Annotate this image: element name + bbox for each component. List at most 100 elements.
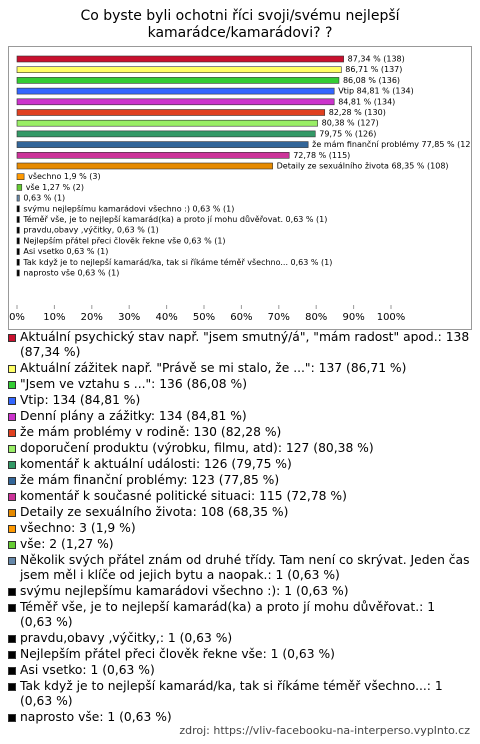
bar xyxy=(16,216,20,223)
bar-label: 79,75 % (126) xyxy=(319,129,376,138)
legend-swatch xyxy=(8,588,16,596)
x-tick-label: 50% xyxy=(193,312,215,323)
x-tick-label: 90% xyxy=(342,312,364,323)
bar-label: Téměř vše, je to nejlepší kamarád(ka) a … xyxy=(22,214,327,224)
bar-label: 84,81 % (134) xyxy=(338,97,395,106)
bar-label: 0,63 % (1) xyxy=(23,194,65,203)
legend-swatch xyxy=(8,477,16,485)
bar xyxy=(16,66,342,74)
bar xyxy=(16,173,25,180)
bar xyxy=(16,77,340,84)
x-tick-label: 0% xyxy=(9,312,25,323)
legend-item: Vtip: 134 (84,81 %) xyxy=(8,393,470,408)
legend-item: Nejlepším přátel přeci člověk řekne vše:… xyxy=(8,647,470,662)
bar xyxy=(16,194,20,202)
legend-swatch xyxy=(8,445,16,453)
legend-swatch xyxy=(8,429,16,437)
chart: 0% 10% 20% 30% 40% 50% 60% 70% 80% 90% 100% 87,34 %… xyxy=(8,46,472,330)
legend-item: Tak když je to nejlepší kamarád/ka, tak … xyxy=(8,679,470,709)
legend-label: svýmu nejlepšímu kamarádovi všechno :): … xyxy=(20,584,349,598)
legend-label: že mám finanční problémy: 123 (77,85 %) xyxy=(20,473,280,487)
bar xyxy=(16,98,335,106)
bar-label: Tak když je to nejlepší kamarád/ka, tak … xyxy=(22,257,332,267)
legend-label: Vtip: 134 (84,81 %) xyxy=(20,393,141,407)
bar-label: Nejlepším přátel přeci člověk řekne vše … xyxy=(23,235,225,245)
bar xyxy=(16,152,290,159)
legend-item: Několik svých přátel znám od druhé třídy… xyxy=(8,553,470,583)
bar xyxy=(16,141,309,148)
legend-swatch xyxy=(8,397,16,405)
legend-label: Aktuální zážitek např. "Právě se mi stal… xyxy=(20,361,407,375)
legend-swatch xyxy=(8,714,16,722)
bar-label: 86,71 % (137) xyxy=(345,65,402,74)
legend-item: Asi vsetko: 1 (0,63 %) xyxy=(8,663,470,678)
bar-label: 72,78 % (115) xyxy=(293,151,350,160)
bar-label: 80,38 % (127) xyxy=(322,119,379,128)
legend-swatch xyxy=(8,461,16,469)
legend-label: doporučení produktu (výrobku, filmu, atd… xyxy=(20,441,374,455)
legend-label: pravdu,obavy ,výčitky,: 1 (0,63 %) xyxy=(20,631,233,645)
source: zdroj: https://vliv-facebooku-na-interpe… xyxy=(179,724,470,737)
legend-item: svýmu nejlepšímu kamarádovi všechno :): … xyxy=(8,584,470,599)
bar xyxy=(16,259,20,266)
bar xyxy=(16,226,20,234)
x-tick-label: 80% xyxy=(305,312,327,323)
legend: Aktuální psychický stav např. "jsem smut… xyxy=(8,330,470,726)
legend-item: Aktuální psychický stav např. "jsem smut… xyxy=(8,330,470,360)
bar-label: svýmu nejlepšímu kamarádovi všechno :) 0… xyxy=(23,203,234,213)
legend-item: všechno: 3 (1,9 %) xyxy=(8,521,470,536)
legend-swatch xyxy=(8,493,16,501)
legend-swatch xyxy=(8,334,16,342)
bar-label: vše 1,27 % (2) xyxy=(26,182,84,192)
legend-label: Tak když je to nejlepší kamarád/ka, tak … xyxy=(20,679,443,708)
legend-item: komentář k současné politické situaci: 1… xyxy=(8,489,470,504)
chart-title: Co byste byli ochotni říci svoji/svému n… xyxy=(80,8,400,41)
legend-item: Aktuální zážitek např. "Právě se mi stal… xyxy=(8,361,470,376)
legend-label: komentář k aktuální události: 126 (79,75… xyxy=(20,457,292,471)
x-tick-label: 60% xyxy=(230,312,252,323)
legend-label: Detaily ze sexuálního života: 108 (68,35… xyxy=(20,505,289,519)
x-tick-label: 100% xyxy=(377,312,406,323)
legend-swatch xyxy=(8,604,16,612)
bar-label: pravdu,obavy ,výčitky, 0,63 % (1) xyxy=(23,225,158,235)
legend-item: komentář k aktuální události: 126 (79,75… xyxy=(8,457,470,472)
bar-label: Asi vsetko 0,63 % (1) xyxy=(23,247,108,256)
bar-label: všechno 1,9 % (3) xyxy=(28,171,101,181)
legend-swatch xyxy=(8,651,16,659)
legend-item: že mám problémy v rodině: 130 (82,28 %) xyxy=(8,425,470,440)
legend-label: Nejlepším přátel přeci člověk řekne vše:… xyxy=(20,647,335,661)
legend-label: komentář k současné politické situaci: 1… xyxy=(20,489,347,503)
legend-swatch xyxy=(8,365,16,373)
x-tick-label: 40% xyxy=(155,312,177,323)
bar xyxy=(16,109,326,116)
legend-label: Asi vsetko: 1 (0,63 %) xyxy=(20,663,155,677)
legend-label: Denní plány a zážitky: 134 (84,81 %) xyxy=(20,409,247,423)
legend-swatch xyxy=(8,509,16,517)
legend-label: naprosto vše: 1 (0,63 %) xyxy=(20,710,172,724)
bar xyxy=(16,248,20,255)
legend-swatch xyxy=(8,557,16,565)
x-tick-label: 20% xyxy=(81,312,103,323)
legend-label: všechno: 3 (1,9 %) xyxy=(20,521,136,535)
legend-label: vše: 2 (1,27 %) xyxy=(20,537,114,551)
legend-item: že mám finanční problémy: 123 (77,85 %) xyxy=(8,473,470,488)
bar xyxy=(16,130,316,138)
legend-item: naprosto vše: 1 (0,63 %) xyxy=(8,710,470,725)
legend-label: "Jsem ve vztahu s ...": 136 (86,08 %) xyxy=(20,377,248,391)
legend-label: Aktuální psychický stav např. "jsem smut… xyxy=(20,330,470,359)
bar xyxy=(16,269,20,277)
bar xyxy=(16,205,20,213)
legend-swatch xyxy=(8,683,16,691)
bar-label: 86,08 % (136) xyxy=(343,76,400,85)
bar-label: Detaily ze sexuálního života 68,35 % (10… xyxy=(277,162,449,171)
legend-swatch xyxy=(8,525,16,533)
legend-swatch xyxy=(8,635,16,643)
bar-label: 87,34 % (138) xyxy=(348,55,405,64)
bar-label: Vtip 84,81 % (134) xyxy=(338,87,414,96)
legend-label: že mám problémy v rodině: 130 (82,28 %) xyxy=(20,425,282,439)
bar xyxy=(16,237,20,245)
bar-label: 82,28 % (130) xyxy=(329,108,386,117)
x-tick-label: 70% xyxy=(268,312,290,323)
legend-item: Denní plány a zážitky: 134 (84,81 %) xyxy=(8,409,470,424)
